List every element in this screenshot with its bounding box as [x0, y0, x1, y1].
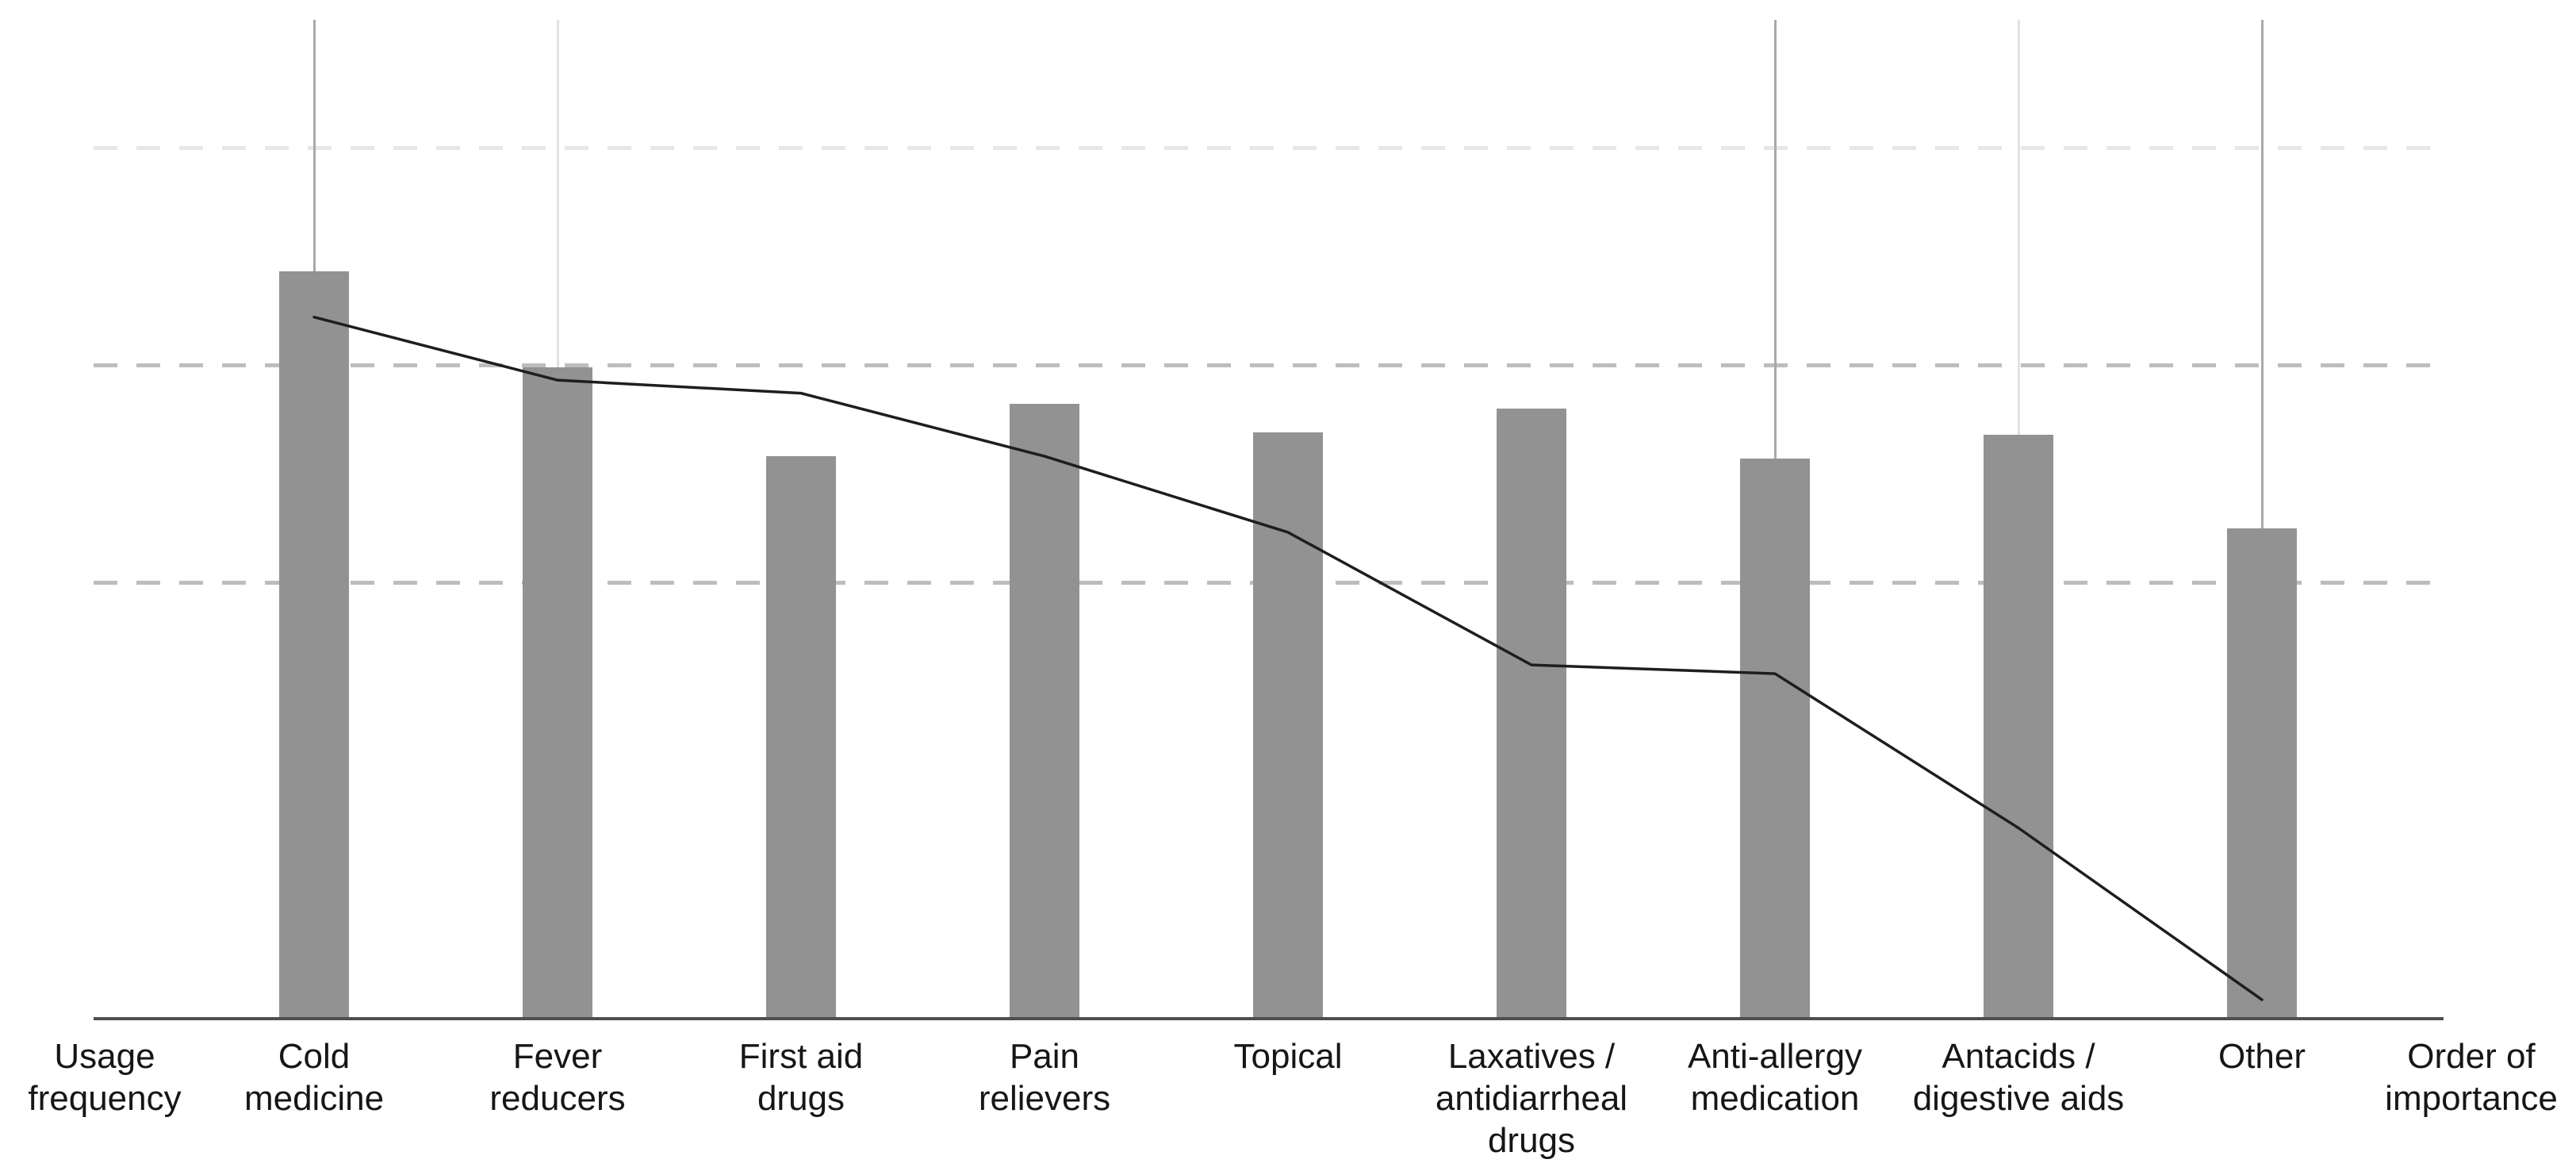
category-label: Anti-allergy medication — [1687, 1037, 1863, 1118]
bar — [1740, 458, 1810, 1017]
gridline-dashed — [94, 363, 2444, 367]
gridline-dashed — [94, 146, 2444, 150]
reference-line — [313, 20, 316, 272]
bar — [1253, 432, 1323, 1017]
reference-line — [557, 20, 559, 367]
reference-line — [2018, 20, 2020, 435]
category-label: First aid drugs — [738, 1037, 864, 1118]
axis-role-label-usage-frequency: Usage frequency — [28, 1037, 182, 1118]
bar — [766, 456, 836, 1017]
bar — [1010, 404, 1079, 1017]
bar — [279, 271, 349, 1017]
reference-line — [1774, 20, 1777, 459]
category-label: Laxatives / antidiarrheal drugs — [1435, 1037, 1628, 1160]
category-label: Other — [2218, 1037, 2306, 1076]
reference-line — [2261, 20, 2264, 528]
order-of-importance-line — [312, 315, 2264, 1001]
category-label: Cold medicine — [243, 1037, 385, 1118]
category-label: Antacids / digestive aids — [1912, 1037, 2125, 1118]
category-label: Pain relievers — [978, 1037, 1111, 1118]
category-label: Topical — [1233, 1037, 1343, 1076]
bar — [1497, 408, 1566, 1017]
bar — [1984, 434, 2053, 1017]
bar — [523, 367, 592, 1017]
x-axis-line — [94, 1017, 2444, 1020]
category-label: Fever reducers — [489, 1037, 626, 1118]
bar — [2227, 528, 2297, 1017]
axis-role-label-order-of-importance: Order of importance — [2385, 1037, 2558, 1118]
